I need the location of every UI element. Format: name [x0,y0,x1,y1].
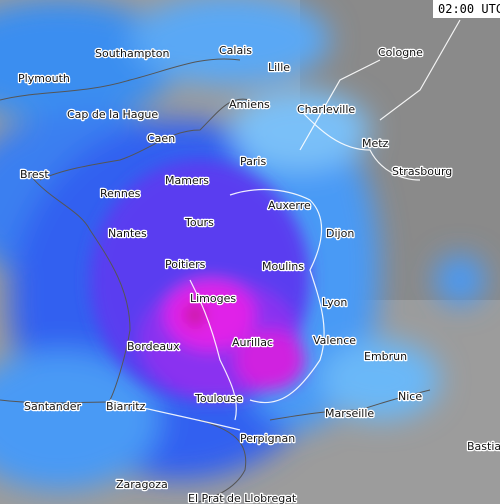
radar-echoes [0,0,485,490]
city-label: El Prat de Llobregat [188,492,297,504]
time-box [433,0,500,18]
city-label: Amiens [229,98,270,111]
city-label: Paris [240,155,266,168]
city-label: Aurillac [232,336,273,349]
city-label: Poitiers [165,258,206,271]
city-label: Toulouse [194,392,243,405]
city-label: Tours [184,216,214,229]
city-label: Bordeaux [127,340,180,353]
city-label: Valence [313,334,356,347]
city-label: Biarritz [106,400,146,413]
city-label: Lille [268,61,290,74]
city-label: Strasbourg [392,165,452,178]
city-label: Dijon [326,227,354,240]
city-label: Calais [219,44,252,57]
city-label: Rennes [100,187,141,200]
borders [109,19,461,431]
city-label: Limoges [190,292,236,305]
city-label: Brest [20,168,49,181]
city-label: Lyon [322,296,347,309]
city-label: Cologne [378,46,423,59]
city-label: Santander [24,400,81,413]
city-label: Southampton [95,47,169,60]
city-label: Mamers [165,174,209,187]
coastlines [0,58,431,504]
city-label: Auxerre [268,199,311,212]
city-label: Nice [398,390,422,403]
city-label: Marseille [325,407,374,420]
city-label: Nantes [108,227,147,240]
city-label: Charleville [297,103,355,116]
city-labels: Southampton Calais Lille Cologne Plymout… [17,43,500,504]
city-label: Plymouth [18,72,70,85]
city-label: Perpignan [240,432,295,445]
city-label: Zaragoza [116,478,168,491]
city-label: Bastia [467,440,500,453]
time-label: 02:00 UTC [438,2,500,16]
city-label: Cap de la Hague [67,108,158,121]
city-label: Embrun [364,350,407,363]
city-label: Moulins [262,260,304,273]
city-label: Caen [147,132,175,145]
city-label: Metz [362,137,389,150]
